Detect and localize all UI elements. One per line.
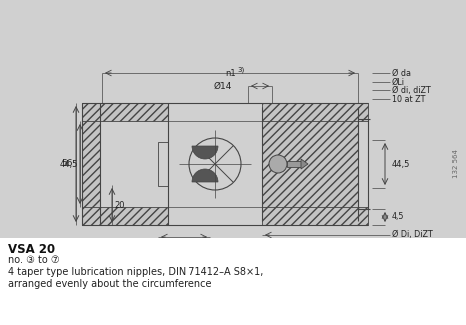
Text: 10 at ZT: 10 at ZT [392, 95, 425, 103]
Text: 132 564: 132 564 [453, 150, 459, 178]
Bar [262, 103, 368, 121]
Bar [262, 207, 368, 225]
Text: Ø Di, DiZT: Ø Di, DiZT [392, 230, 433, 240]
Text: Ø14: Ø14 [214, 82, 233, 90]
Wedge shape [192, 169, 218, 182]
Text: no. ③ to ⑦: no. ③ to ⑦ [8, 255, 60, 265]
Bar [158, 142, 168, 186]
Circle shape [189, 138, 241, 190]
Circle shape [269, 155, 287, 173]
Text: VSA 20: VSA 20 [8, 243, 55, 256]
Bar [0, 238, 466, 325]
Text: 4,5: 4,5 [392, 213, 404, 222]
Bar [287, 161, 301, 167]
Text: arranged evenly about the circumference: arranged evenly about the circumference [8, 279, 212, 289]
Text: Ø di, diZT: Ø di, diZT [392, 85, 431, 95]
Text: 20: 20 [114, 201, 124, 210]
Bar [262, 107, 358, 221]
Bar [82, 103, 168, 121]
Bar [82, 207, 168, 225]
Text: ØLi: ØLi [392, 77, 405, 86]
Text: ØDa: ØDa [392, 256, 410, 266]
Text: 4 taper type lubrication nipples, DIN 71412–A S8×1,: 4 taper type lubrication nipples, DIN 71… [8, 267, 263, 277]
Text: n1: n1 [225, 69, 236, 77]
Wedge shape [192, 146, 218, 159]
Bar [168, 123, 262, 205]
Polygon shape [301, 159, 308, 169]
Text: ØLa: ØLa [392, 240, 408, 250]
Text: Ø da: Ø da [392, 69, 411, 77]
Text: na: na [238, 266, 248, 276]
Text: 3): 3) [248, 265, 255, 271]
Text: 3): 3) [237, 67, 244, 73]
Bar [82, 103, 100, 225]
Text: 56: 56 [62, 160, 73, 168]
Text: Ødo: Ødo [392, 249, 409, 257]
Text: 44,5: 44,5 [60, 160, 78, 168]
Text: M12: M12 [172, 240, 190, 250]
Text: 44,5: 44,5 [392, 160, 411, 168]
